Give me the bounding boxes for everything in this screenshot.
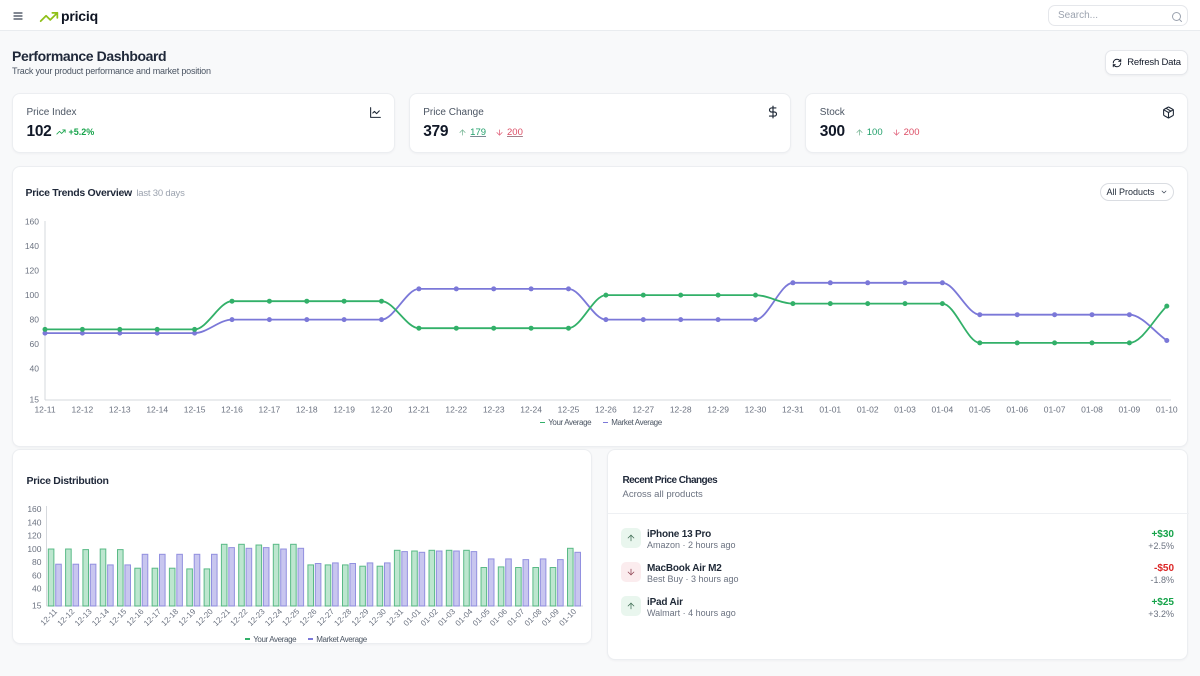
svg-text:12-11: 12-11 bbox=[34, 405, 55, 415]
svg-text:140: 140 bbox=[25, 241, 39, 251]
svg-text:12-15: 12-15 bbox=[184, 405, 206, 415]
svg-text:120: 120 bbox=[25, 266, 39, 276]
svg-text:01-04: 01-04 bbox=[454, 607, 475, 628]
svg-text:160: 160 bbox=[25, 216, 39, 226]
svg-text:12-30: 12-30 bbox=[367, 607, 388, 628]
svg-text:01-01: 01-01 bbox=[819, 405, 841, 415]
svg-text:12-31: 12-31 bbox=[384, 607, 405, 628]
svg-text:80: 80 bbox=[32, 557, 42, 567]
svg-text:12-23: 12-23 bbox=[246, 607, 267, 628]
svg-text:01-10: 01-10 bbox=[1156, 405, 1178, 415]
svg-text:12-29: 12-29 bbox=[707, 405, 729, 415]
svg-text:12-20: 12-20 bbox=[371, 405, 393, 415]
svg-text:12-11: 12-11 bbox=[39, 607, 60, 628]
svg-text:12-14: 12-14 bbox=[90, 607, 111, 628]
svg-text:12-26: 12-26 bbox=[298, 607, 319, 628]
svg-text:12-24: 12-24 bbox=[520, 405, 542, 415]
svg-text:01-02: 01-02 bbox=[857, 405, 879, 415]
svg-text:01-02: 01-02 bbox=[419, 607, 440, 628]
svg-text:01-07: 01-07 bbox=[505, 607, 526, 628]
svg-text:12-15: 12-15 bbox=[107, 607, 128, 628]
svg-text:12-14: 12-14 bbox=[146, 405, 168, 415]
svg-text:12-17: 12-17 bbox=[142, 607, 163, 628]
svg-text:12-12: 12-12 bbox=[56, 607, 77, 628]
svg-text:80: 80 bbox=[30, 315, 40, 325]
svg-text:01-01: 01-01 bbox=[402, 607, 423, 628]
svg-text:12-12: 12-12 bbox=[72, 405, 94, 415]
svg-text:100: 100 bbox=[25, 290, 39, 300]
svg-text:140: 140 bbox=[27, 518, 41, 528]
svg-text:120: 120 bbox=[27, 531, 41, 541]
svg-text:01-06: 01-06 bbox=[488, 607, 509, 628]
svg-text:12-22: 12-22 bbox=[229, 607, 250, 628]
svg-text:12-26: 12-26 bbox=[595, 405, 617, 415]
svg-text:12-24: 12-24 bbox=[263, 607, 284, 628]
svg-text:12-22: 12-22 bbox=[445, 405, 467, 415]
svg-text:01-05: 01-05 bbox=[471, 607, 492, 628]
svg-text:12-30: 12-30 bbox=[745, 405, 767, 415]
svg-text:12-21: 12-21 bbox=[211, 607, 232, 628]
svg-text:12-13: 12-13 bbox=[73, 607, 94, 628]
svg-text:12-18: 12-18 bbox=[159, 607, 180, 628]
svg-text:01-08: 01-08 bbox=[1081, 405, 1103, 415]
svg-text:01-09: 01-09 bbox=[540, 607, 561, 628]
svg-text:12-20: 12-20 bbox=[194, 607, 215, 628]
svg-text:01-08: 01-08 bbox=[523, 607, 544, 628]
svg-text:01-09: 01-09 bbox=[1119, 405, 1141, 415]
svg-text:15: 15 bbox=[30, 394, 40, 404]
svg-text:12-28: 12-28 bbox=[670, 405, 692, 415]
svg-text:160: 160 bbox=[27, 504, 41, 514]
svg-text:12-13: 12-13 bbox=[109, 405, 131, 415]
svg-text:01-05: 01-05 bbox=[969, 405, 991, 415]
svg-text:12-25: 12-25 bbox=[280, 607, 301, 628]
svg-text:40: 40 bbox=[30, 364, 40, 374]
svg-text:01-04: 01-04 bbox=[932, 405, 954, 415]
svg-text:12-31: 12-31 bbox=[782, 405, 804, 415]
svg-text:15: 15 bbox=[32, 600, 42, 610]
svg-text:40: 40 bbox=[32, 584, 42, 594]
svg-text:01-03: 01-03 bbox=[894, 405, 916, 415]
svg-text:12-17: 12-17 bbox=[259, 405, 281, 415]
svg-text:60: 60 bbox=[32, 571, 42, 581]
svg-text:01-06: 01-06 bbox=[1006, 405, 1028, 415]
svg-text:12-27: 12-27 bbox=[632, 405, 654, 415]
svg-text:12-25: 12-25 bbox=[558, 405, 580, 415]
svg-text:12-27: 12-27 bbox=[315, 607, 336, 628]
svg-text:01-03: 01-03 bbox=[436, 607, 457, 628]
svg-text:12-19: 12-19 bbox=[333, 405, 355, 415]
svg-text:12-23: 12-23 bbox=[483, 405, 505, 415]
svg-text:12-21: 12-21 bbox=[408, 405, 430, 415]
svg-text:12-19: 12-19 bbox=[177, 607, 198, 628]
svg-text:01-07: 01-07 bbox=[1044, 405, 1066, 415]
svg-text:12-28: 12-28 bbox=[332, 607, 353, 628]
svg-text:12-16: 12-16 bbox=[125, 607, 146, 628]
svg-text:12-16: 12-16 bbox=[221, 405, 243, 415]
svg-text:01-10: 01-10 bbox=[557, 607, 578, 628]
svg-text:60: 60 bbox=[30, 339, 40, 349]
svg-text:12-18: 12-18 bbox=[296, 405, 318, 415]
svg-text:12-29: 12-29 bbox=[350, 607, 371, 628]
svg-text:100: 100 bbox=[27, 544, 41, 554]
